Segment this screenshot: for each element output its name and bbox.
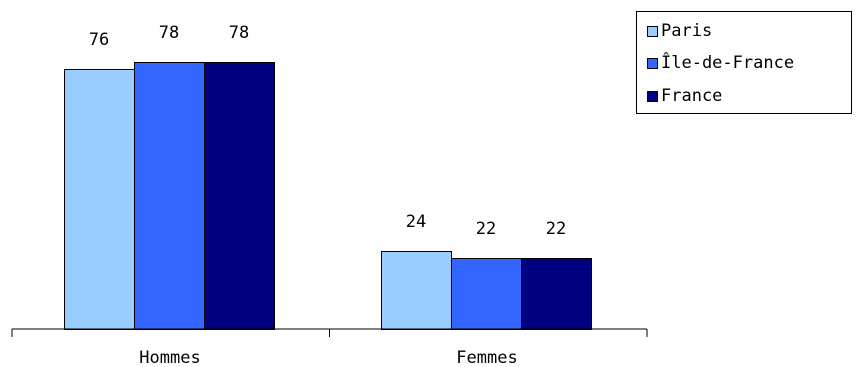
legend: Paris Île-de-France France [636, 11, 852, 114]
bar-france-hommes [204, 62, 275, 330]
legend-label-france: France [661, 86, 723, 106]
data-label-france-femmes: 22 [546, 219, 566, 239]
data-label-le-de-france-hommes: 78 [159, 23, 179, 43]
legend-swatch-ile-de-france [647, 57, 658, 69]
legend-swatch-france [647, 90, 658, 102]
data-label-paris-hommes: 76 [89, 30, 109, 50]
x-tick-labels: Hommes Femmes [139, 348, 517, 367]
bar-france-femmes [521, 258, 592, 330]
legend-item-paris: Paris [647, 21, 712, 41]
x-tick-label-hommes: Hommes [139, 348, 200, 367]
data-label-le-de-france-femmes: 22 [476, 219, 496, 239]
legend-item-ile-de-france: Île-de-France [647, 53, 794, 73]
legend-label-paris: Paris [661, 21, 713, 41]
legend-item-france: France [647, 86, 722, 106]
data-label-france-hommes: 78 [229, 23, 249, 43]
x-axis [11, 328, 648, 337]
bar-paris-hommes [64, 69, 135, 330]
bar-le-de-france-hommes [134, 62, 205, 330]
data-labels-group: 76 78 78 24 22 22 [89, 23, 566, 239]
bars-group [64, 62, 592, 330]
legend-swatch-paris [647, 25, 658, 37]
data-label-paris-femmes: 24 [406, 212, 426, 232]
bar-le-de-france-femmes [451, 258, 522, 330]
bar-paris-femmes [381, 251, 452, 330]
legend-label-ile-de-france: Île-de-France [661, 53, 795, 73]
x-tick-label-femmes: Femmes [456, 348, 517, 367]
